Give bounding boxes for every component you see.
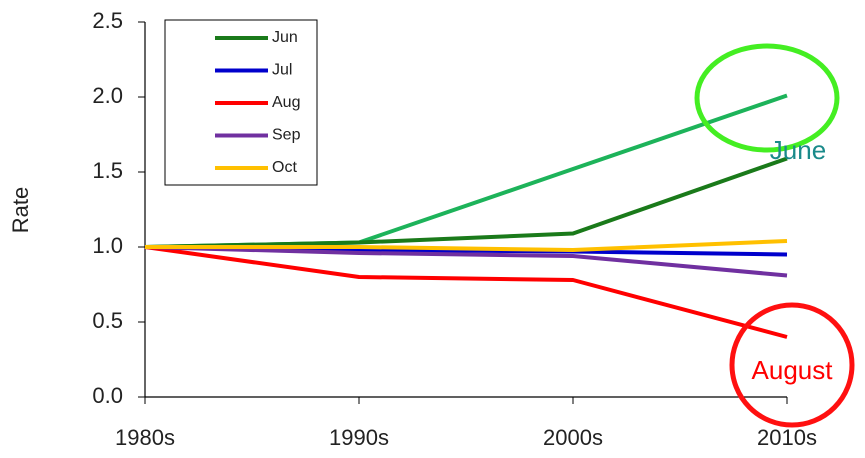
y-tick-label: 0.0 [92,383,123,408]
y-tick-label: 2.0 [92,83,123,108]
y-axis-label: Rate [8,187,33,233]
line [145,239,788,252]
legend-label: Jun [272,29,298,46]
x-tick-label: 1990s [329,425,389,450]
highlight-ellipse [729,302,855,428]
legend-label: Sep [272,127,301,144]
annotation: June [770,135,826,165]
y-tick-label: 2.5 [92,8,123,33]
y-tick-label: 0.5 [92,308,123,333]
x-tick-label: 2000s [543,425,603,450]
y-tick-label: 1.0 [92,233,123,258]
legend-label: Oct [272,159,297,176]
y-tick-label: 1.5 [92,158,123,183]
line [144,156,788,249]
legend-label: Jul [272,62,292,79]
line [144,245,788,278]
highlight-ellipse [694,43,840,153]
line [144,245,788,339]
x-tick-label: 1980s [115,425,175,450]
legend-label: Aug [272,94,300,111]
x-tick-label: 2010s [757,425,817,450]
legend-box [164,19,318,186]
annotation: August [752,355,834,385]
